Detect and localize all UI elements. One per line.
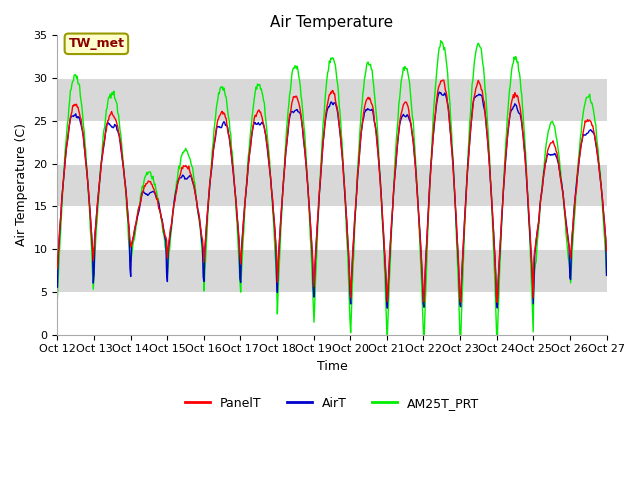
PanelT bbox=[493, 300, 501, 305]
AM25T_PRT bbox=[54, 295, 61, 301]
Bar bbox=[58, 78, 607, 121]
Legend: PanelT, AirT, AM25T_PRT: PanelT, AirT, AM25T_PRT bbox=[180, 392, 484, 415]
Title: Air Temperature: Air Temperature bbox=[270, 15, 394, 30]
AirT bbox=[399, 111, 407, 117]
Bar bbox=[58, 292, 607, 335]
AirT bbox=[54, 284, 61, 290]
PanelT bbox=[415, 210, 422, 216]
AirT bbox=[603, 273, 611, 278]
AM25T_PRT bbox=[415, 216, 422, 222]
AM25T_PRT bbox=[420, 339, 428, 345]
AirT bbox=[63, 139, 71, 144]
PanelT bbox=[63, 140, 71, 145]
AM25T_PRT bbox=[437, 38, 445, 44]
AM25T_PRT bbox=[603, 270, 611, 276]
Line: AM25T_PRT: AM25T_PRT bbox=[58, 41, 607, 342]
AirT bbox=[415, 219, 423, 225]
Text: TW_met: TW_met bbox=[68, 37, 124, 50]
Bar bbox=[58, 249, 607, 292]
PanelT bbox=[603, 248, 611, 254]
AirT bbox=[176, 175, 184, 181]
AM25T_PRT bbox=[63, 122, 71, 128]
Bar bbox=[58, 164, 607, 206]
PanelT bbox=[399, 105, 406, 111]
PanelT bbox=[176, 174, 184, 180]
PanelT bbox=[54, 265, 61, 271]
X-axis label: Time: Time bbox=[317, 360, 348, 373]
Line: PanelT: PanelT bbox=[58, 80, 607, 302]
Y-axis label: Air Temperature (C): Air Temperature (C) bbox=[15, 123, 28, 246]
AirT bbox=[383, 305, 391, 311]
PanelT bbox=[120, 168, 128, 174]
AM25T_PRT bbox=[399, 71, 406, 77]
AM25T_PRT bbox=[120, 168, 128, 173]
PanelT bbox=[205, 195, 212, 201]
Bar bbox=[58, 206, 607, 249]
AM25T_PRT bbox=[176, 166, 184, 172]
PanelT bbox=[439, 77, 447, 83]
AirT bbox=[435, 89, 443, 95]
AM25T_PRT bbox=[205, 200, 212, 205]
AirT bbox=[120, 169, 128, 175]
Bar bbox=[58, 121, 607, 164]
Line: AirT: AirT bbox=[58, 92, 607, 308]
Bar bbox=[58, 36, 607, 78]
AirT bbox=[205, 195, 212, 201]
